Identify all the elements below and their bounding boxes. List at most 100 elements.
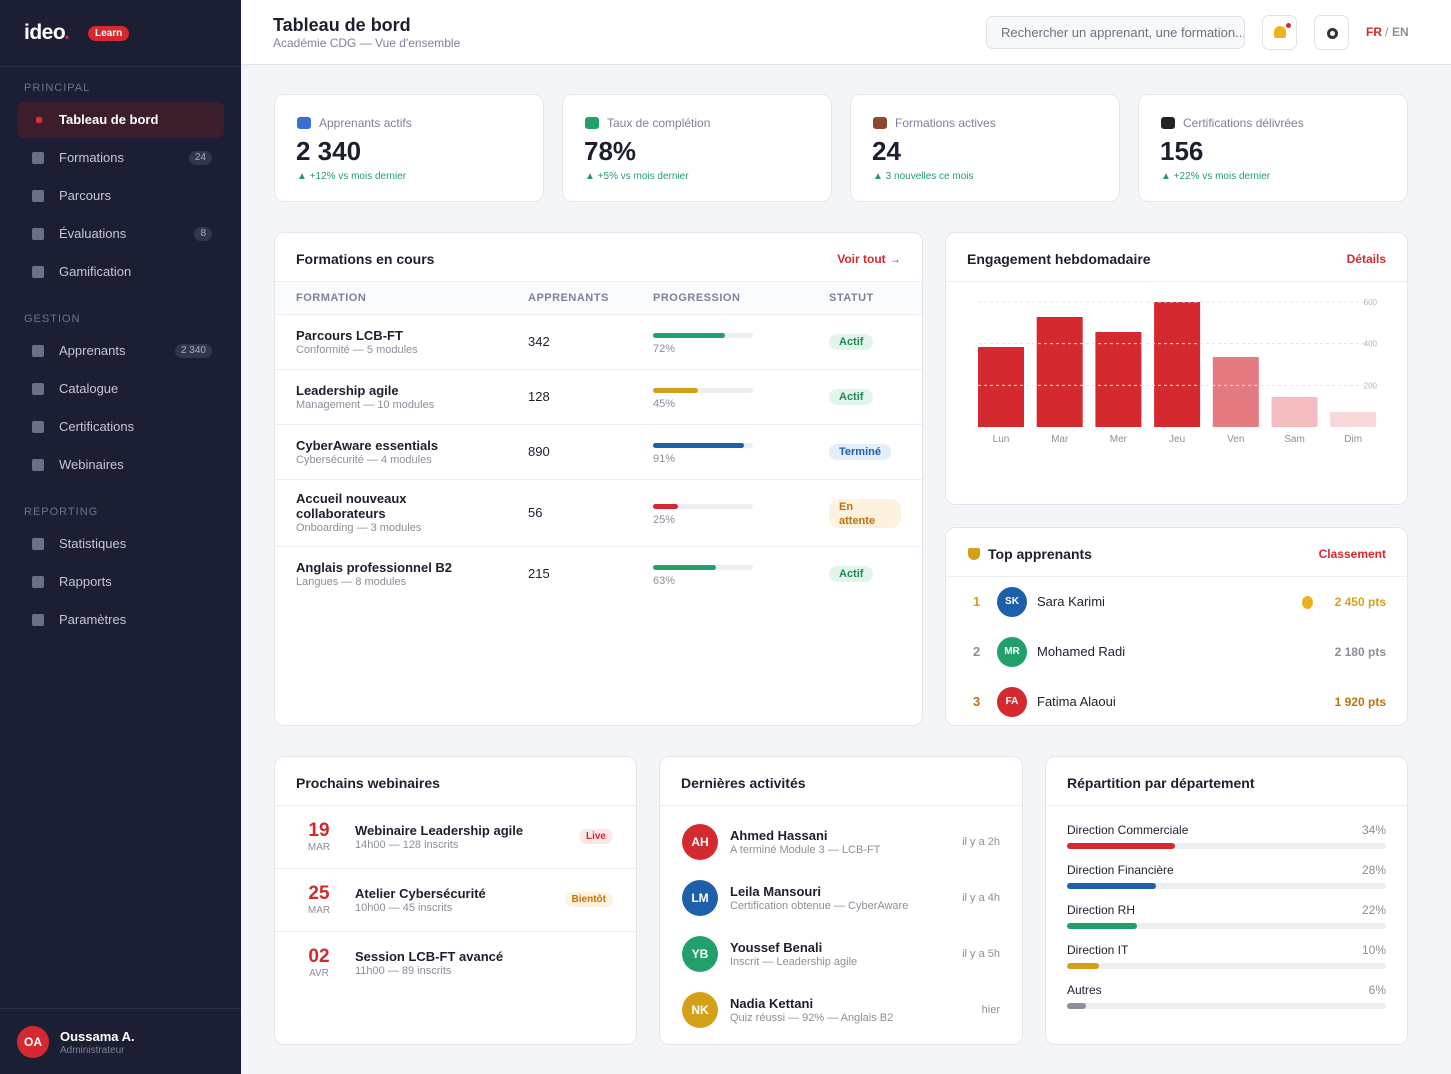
card-title: Formations en cours: [296, 251, 435, 267]
nav-item[interactable]: Formations 24: [17, 140, 224, 176]
activities-card: Dernières activités AH Ahmed Hassani A term…: [659, 756, 1023, 1045]
bar: [978, 347, 1024, 427]
department-name: Direction RH: [1067, 903, 1136, 917]
nav-item[interactable]: Paramètres: [17, 602, 224, 638]
department-share: 34%: [1361, 823, 1386, 837]
nav-item[interactable]: Statistiques: [17, 526, 224, 562]
x-tick-label: Lun: [993, 434, 1010, 445]
kpi-label: Apprenants actifs: [319, 116, 412, 130]
card-link[interactable]: Détails: [1346, 252, 1386, 266]
nav-icon: [32, 614, 44, 626]
nav-label: Évaluations: [59, 226, 127, 241]
notifications-button[interactable]: [1262, 15, 1297, 50]
user-name: Oussama A.: [60, 1029, 135, 1044]
bar: [1154, 302, 1201, 427]
engagement-card: Engagement hebdomadaire Détails Lun Mar Mer J…: [945, 232, 1408, 505]
user-avatar: OA: [17, 1026, 49, 1058]
nav-item[interactable]: Apprenants 2 340: [17, 333, 224, 369]
kpi-value: 78%: [584, 136, 637, 166]
nav-icon: [32, 576, 44, 588]
settings-button[interactable]: [1314, 15, 1349, 50]
webinars-card: Prochains webinaires 19 MAR Webinaire Leade…: [274, 756, 637, 1045]
formation-sub: Conformité — 5 modules: [296, 343, 418, 356]
nav-icon: [32, 266, 44, 278]
department-share: 28%: [1361, 863, 1386, 877]
department-name: Autres: [1067, 983, 1102, 997]
activity-avatar: NK: [682, 992, 718, 1028]
nav-label: Catalogue: [59, 381, 119, 396]
bar: [1212, 357, 1259, 427]
share-track: [1067, 843, 1386, 849]
nav-item[interactable]: Rapports: [17, 564, 224, 600]
learner-avatar: FA: [997, 687, 1027, 717]
divider: [946, 281, 1407, 282]
nav-label: Statistiques: [59, 536, 127, 551]
formation-sub: Management — 10 modules: [296, 398, 435, 411]
engagement-chart: Lun Mar Mer Jeu Ven Sam Dim 200 400 600: [978, 298, 1378, 445]
learner-points: 1 920 pts: [1334, 695, 1386, 709]
nav-icon: [32, 345, 44, 357]
nav-label: Apprenants: [59, 343, 126, 358]
progress-bar: [653, 332, 725, 338]
learner-avatar: MR: [997, 637, 1027, 667]
kpi-delta: ▲ +12% vs mois dernier: [297, 171, 407, 182]
nav-label: Gamification: [59, 264, 132, 279]
webinar-day: 25: [308, 883, 330, 904]
divider: [946, 576, 1407, 577]
progress-track: [653, 564, 753, 570]
card-link[interactable]: Voir tout →: [837, 252, 901, 266]
lang-sep: /: [1385, 25, 1389, 39]
activity-time: il y a 5h: [962, 948, 1000, 960]
activity-desc: A terminé Module 3 — LCB-FT: [730, 844, 881, 856]
progress-bar: [653, 564, 716, 570]
webinar-month: MAR: [307, 905, 331, 916]
x-tick-label: Jeu: [1169, 434, 1185, 445]
learner-name: Sara Karimi: [1037, 594, 1105, 609]
activity-desc: Certification obtenue — CyberAware: [730, 900, 909, 912]
nav-item[interactable]: Évaluations 8: [17, 216, 224, 252]
progress-label: 72%: [653, 342, 676, 355]
learner-count: 215: [528, 565, 550, 581]
search-input[interactable]: Rechercher un apprenant, une formation..…: [986, 16, 1245, 49]
activity-time: il y a 2h: [962, 836, 1000, 848]
share-bar: [1067, 923, 1138, 929]
webinar-title: Webinaire Leadership agile: [355, 823, 524, 838]
department-name: Direction Commerciale: [1067, 823, 1189, 837]
column-header: STATUT: [829, 292, 874, 304]
kpi-card: Apprenants actifs 2 340 ▲ +12% vs mois der…: [274, 94, 544, 202]
kpi-label: Certifications délivrées: [1183, 116, 1304, 130]
nav-item[interactable]: Catalogue: [17, 371, 224, 407]
nav-item[interactable]: Tableau de bord: [17, 102, 224, 138]
table-header-bg: [275, 282, 922, 314]
lang-en[interactable]: EN: [1392, 25, 1409, 39]
lang-fr[interactable]: FR: [1366, 25, 1382, 39]
card-link[interactable]: Classement: [1318, 547, 1386, 561]
activity-avatar: AH: [682, 824, 718, 860]
kpi-card: Formations actives 24 ▲ 3 nouvelles ce moi…: [850, 94, 1120, 202]
nav-icon: [32, 152, 44, 164]
nav-item[interactable]: Gamification: [17, 254, 224, 290]
divider: [275, 805, 636, 806]
status-pill: Actif: [829, 388, 874, 405]
share-track: [1067, 883, 1386, 889]
divider: [275, 281, 922, 282]
learner-name: Mohamed Radi: [1037, 644, 1126, 659]
formations-card: Formations en cours Voir tout → FORMATION A…: [274, 232, 923, 726]
kpi-value: 156: [1160, 136, 1204, 166]
rank: 1: [973, 594, 981, 609]
nav-item[interactable]: Webinaires: [17, 447, 224, 483]
sidebar: ideo. Learn PRINCIPAL Tableau de bord Format…: [0, 0, 241, 1074]
nav-item[interactable]: Parcours: [17, 178, 224, 214]
webinar-title: Atelier Cybersécurité: [355, 886, 486, 901]
logo-dot: .: [64, 21, 70, 44]
nav-icon: [32, 228, 44, 240]
nav-count: 2 340: [174, 344, 212, 358]
kpi-icon: [585, 117, 599, 129]
activity-name: Ahmed Hassani: [730, 828, 828, 843]
nav-label: Paramètres: [59, 612, 127, 627]
rank: 2: [973, 644, 981, 659]
divider: [275, 314, 922, 315]
status-pill: En attente: [829, 498, 901, 528]
nav-item[interactable]: Certifications: [17, 409, 224, 445]
departments-card: Répartition par département Direction Com…: [1045, 756, 1408, 1045]
